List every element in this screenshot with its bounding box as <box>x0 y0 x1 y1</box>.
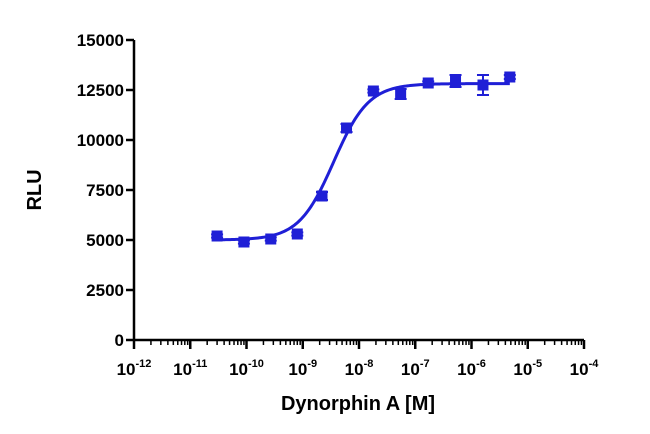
data-point <box>264 233 277 245</box>
y-tick-label: 2500 <box>86 281 124 300</box>
data-point <box>237 236 250 248</box>
data-point <box>449 74 462 88</box>
x-tick-label: 10-9 <box>288 358 317 379</box>
point-marker <box>341 122 353 134</box>
y-tick-label: 0 <box>115 331 124 350</box>
x-tick-base: 10 <box>117 360 136 379</box>
data-point <box>367 85 380 97</box>
y-tick-label: 10000 <box>77 131 124 150</box>
data-point <box>476 74 489 96</box>
data-point <box>291 228 304 240</box>
x-axis-label: Dynorphin A [M] <box>281 393 435 415</box>
data-point <box>340 122 353 134</box>
x-tick-exponent: -7 <box>420 358 430 370</box>
x-tick-base: 10 <box>513 360 532 379</box>
point-marker <box>422 77 434 89</box>
x-tick-label: 10-12 <box>117 358 152 379</box>
x-tick-label: 10-6 <box>457 358 486 379</box>
x-tick-label: 10-8 <box>345 358 374 379</box>
point-marker <box>504 71 516 83</box>
x-tick-exponent: -6 <box>476 358 486 370</box>
x-tick-base: 10 <box>173 360 192 379</box>
point-marker <box>367 85 379 97</box>
point-marker <box>265 233 277 245</box>
data-point <box>503 71 516 83</box>
x-tick-exponent: -5 <box>532 358 542 370</box>
y-tick-label: 7500 <box>86 181 124 200</box>
x-tick-base: 10 <box>288 360 307 379</box>
point-marker <box>477 79 489 91</box>
x-tick-base: 10 <box>401 360 420 379</box>
fit-layer <box>217 82 510 242</box>
y-tick-label: 15000 <box>77 31 124 50</box>
points-layer <box>211 71 516 248</box>
fit-curve <box>217 82 510 242</box>
x-tick-base: 10 <box>570 360 589 379</box>
x-tick-base: 10 <box>457 360 476 379</box>
x-tick-exponent: -12 <box>136 358 152 370</box>
point-marker <box>395 88 407 100</box>
y-tick-label: 12500 <box>77 81 124 100</box>
x-tick-label: 10-10 <box>229 358 264 379</box>
axes <box>132 40 584 342</box>
point-marker <box>316 190 328 202</box>
x-tick-exponent: -4 <box>589 358 600 370</box>
point-marker <box>291 228 303 240</box>
x-tick-label: 10-7 <box>401 358 430 379</box>
point-marker <box>211 230 223 242</box>
x-tick-base: 10 <box>229 360 248 379</box>
data-point <box>211 230 224 242</box>
x-tick-label: 10-5 <box>513 358 542 379</box>
x-tick-label: 10-11 <box>173 358 207 379</box>
data-point <box>422 77 435 89</box>
data-point <box>394 88 407 100</box>
y-tick-label: 5000 <box>86 231 124 250</box>
x-tick-exponent: -8 <box>364 358 374 370</box>
x-tick-exponent: -9 <box>307 358 317 370</box>
x-tick-exponent: -10 <box>248 358 264 370</box>
x-tick-label: 10-4 <box>570 358 600 379</box>
data-point <box>316 190 329 202</box>
point-marker <box>238 236 250 248</box>
x-tick-exponent: -11 <box>192 358 207 370</box>
x-tick-base: 10 <box>345 360 364 379</box>
point-marker <box>450 75 462 87</box>
y-axis-label: RLU <box>24 169 46 210</box>
